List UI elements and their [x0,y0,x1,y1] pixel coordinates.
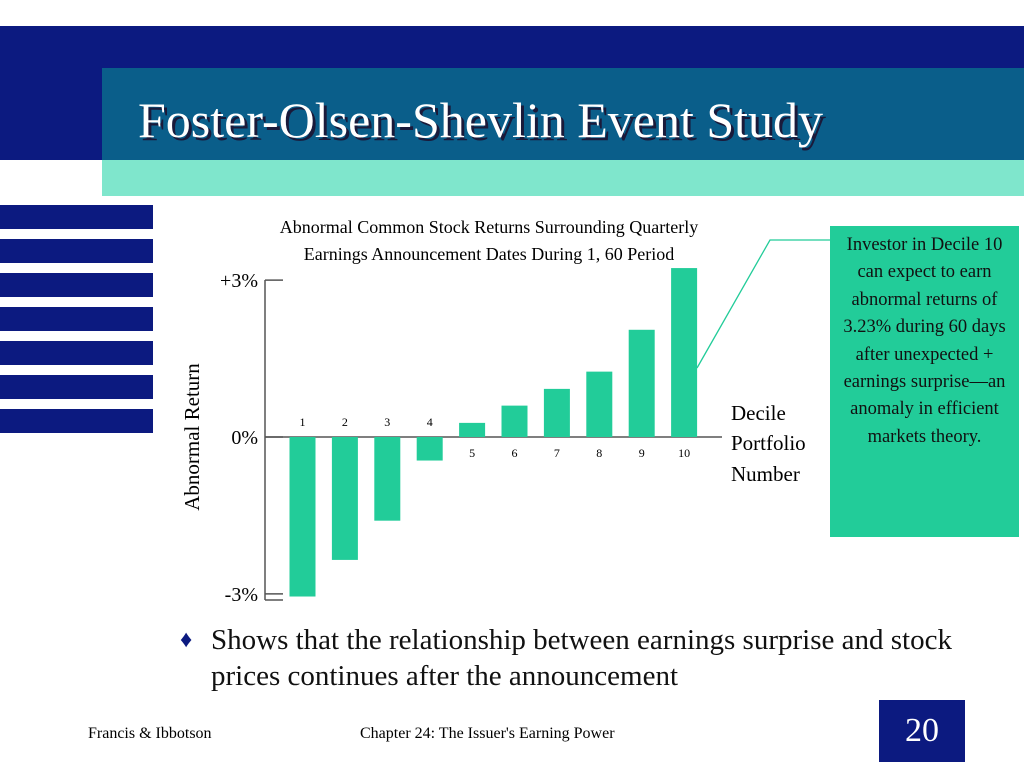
bar-decile-2 [331,437,358,560]
stripe [0,341,153,365]
bar-decile-1 [289,437,316,597]
bar-decile-6 [501,405,528,437]
bar-decile-4 [416,437,443,461]
chart-title-line-1: Abnormal Common Stock Returns Surroundin… [280,217,698,237]
category-label: 3 [384,415,390,429]
stripe [0,409,153,433]
stripe [0,239,153,263]
y-tick-label: +3% [220,270,258,292]
category-labels: 1 2 3 4 5 6 7 8 9 10 [300,415,691,460]
title-band [102,68,1024,160]
bar-decile-5 [459,422,486,437]
y-axis-label: Abnormal Return [180,363,204,511]
stripe [0,375,153,399]
stripe [0,205,153,229]
bar-decile-9 [628,329,655,437]
category-label: 10 [678,446,690,460]
slide-title: Foster-Olsen-Shevlin Event Study [138,92,824,148]
chart-title-line-2: Earnings Announcement Dates During 1, 60… [304,244,674,264]
category-label: 2 [342,415,348,429]
bar-decile-7 [543,388,570,437]
category-label: 6 [512,446,518,460]
diamond-bullet-icon: ♦ [180,627,193,653]
bar-decile-3 [374,437,401,521]
category-label: 1 [300,415,306,429]
category-label: 7 [554,446,560,460]
callout-box: Investor in Decile 10 can expect to earn… [830,226,1019,537]
bar-decile-10 [671,268,698,437]
stripe [0,307,153,331]
page-number: 20 [879,700,965,762]
bullet-text: Shows that the relationship between earn… [211,624,952,692]
x-label-line-2: Portfolio [731,431,806,455]
category-label: 8 [596,446,602,460]
footer-author: Francis & Ibbotson [88,725,212,742]
footer-chapter: Chapter 24: The Issuer's Earning Power [360,725,615,742]
y-tick-label: -3% [225,584,258,606]
category-label: 5 [469,446,475,460]
bar-decile-8 [586,371,613,437]
callout-connector [696,239,830,369]
y-ticks: +3% 0% -3% [220,270,283,606]
accent-band [102,160,1024,196]
x-label-line-3: Number [731,462,800,486]
y-tick-label: 0% [231,427,258,449]
x-label-line-1: Decile [731,401,786,425]
category-label: 4 [427,415,433,429]
bars [289,268,698,597]
category-label: 9 [639,446,645,460]
stripe [0,273,153,297]
